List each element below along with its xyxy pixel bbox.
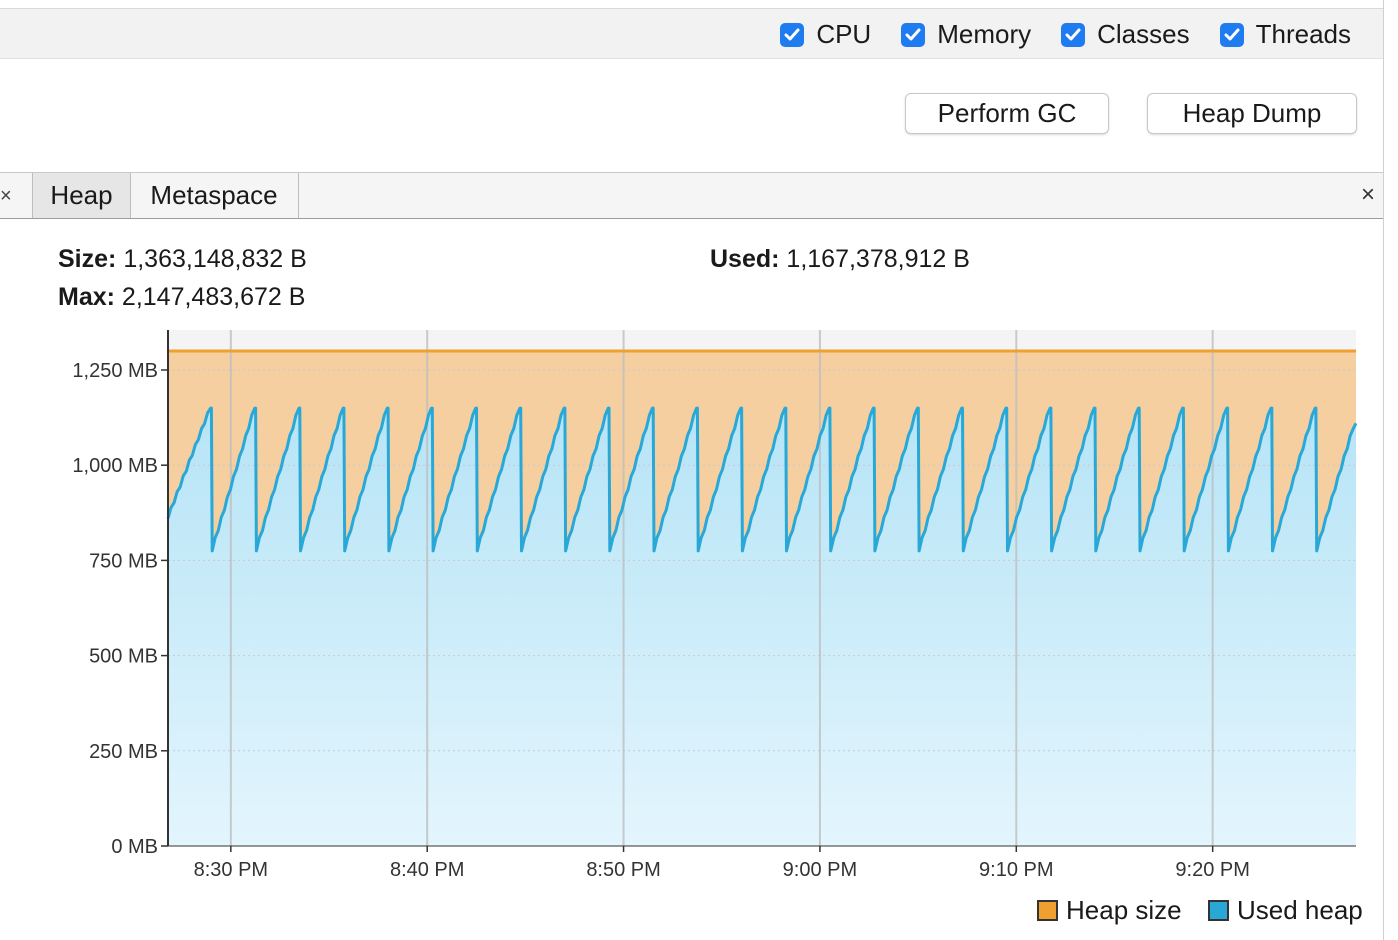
y-tick-label: 0 MB bbox=[111, 836, 158, 858]
legend-heap-size-label: Heap size bbox=[1066, 895, 1182, 925]
heap-max-stat: Max: 2,147,483,672 B bbox=[58, 283, 305, 312]
cpu-checkbox-label: CPU bbox=[816, 19, 872, 49]
max-value: 2,147,483,672 B bbox=[121, 283, 306, 311]
memory-tabs: × Heap Metaspace × bbox=[0, 172, 1383, 219]
perform-gc-button[interactable]: Perform GC bbox=[905, 93, 1109, 134]
tab-metaspace[interactable]: Metaspace bbox=[130, 173, 299, 218]
tab-heap[interactable]: Heap bbox=[32, 173, 131, 218]
max-label: Max: bbox=[58, 283, 115, 311]
heap-used-stat: Used: 1,167,378,912 B bbox=[710, 245, 970, 274]
memory-checkbox-label: Memory bbox=[937, 19, 1032, 49]
heap-dump-button[interactable]: Heap Dump bbox=[1147, 93, 1357, 134]
checkmark-icon bbox=[901, 22, 926, 47]
x-tick-label: 8:40 PM bbox=[390, 859, 464, 881]
x-tick-label: 9:10 PM bbox=[979, 859, 1053, 881]
checkmark-icon bbox=[780, 22, 805, 47]
size-value: 1,363,148,832 B bbox=[123, 245, 307, 273]
used-label: Used: bbox=[710, 245, 780, 273]
panel-border bbox=[1383, 0, 1398, 940]
close-icon[interactable]: × bbox=[0, 185, 12, 207]
close-icon[interactable]: × bbox=[1360, 181, 1375, 208]
memory-checkbox[interactable]: Memory bbox=[901, 19, 1031, 50]
used-heap-swatch bbox=[1208, 900, 1229, 921]
monitor-toolbar: CPU Memory Classes Threads bbox=[0, 8, 1384, 59]
used-heap-line bbox=[166, 406, 1358, 553]
used-value: 1,167,378,912 B bbox=[786, 245, 970, 273]
y-tick-label: 250 MB bbox=[89, 741, 158, 763]
x-tick-label: 9:00 PM bbox=[783, 859, 857, 881]
used-heap-area bbox=[168, 408, 1356, 846]
y-tick-label: 500 MB bbox=[89, 646, 158, 668]
y-tick-label: 1,000 MB bbox=[72, 455, 158, 477]
graph-toggles: CPU Memory Classes Threads bbox=[750, 19, 1351, 50]
heap-size-swatch bbox=[1037, 900, 1058, 921]
size-label: Size: bbox=[58, 245, 117, 273]
checkmark-icon bbox=[1219, 22, 1244, 47]
cpu-checkbox[interactable]: CPU bbox=[780, 19, 871, 50]
legend-heap-size: Heap size bbox=[1037, 895, 1182, 926]
x-tick-label: 8:50 PM bbox=[586, 859, 660, 881]
heap-chart: 0 MB 250 MB 500 MB 750 MB 1,000 MB 1,250 MB 8:… bbox=[72, 330, 1358, 881]
legend-used-heap: Used heap bbox=[1208, 895, 1363, 926]
heap-size-stat: Size: 1,363,148,832 B bbox=[58, 245, 307, 274]
threads-checkbox-label: Threads bbox=[1255, 19, 1351, 49]
x-tick-label: 9:20 PM bbox=[1175, 859, 1249, 881]
x-tick-label: 8:30 PM bbox=[194, 859, 268, 881]
y-tick-label: 1,250 MB bbox=[72, 360, 158, 382]
checkmark-icon bbox=[1061, 22, 1086, 47]
classes-checkbox-label: Classes bbox=[1097, 19, 1190, 49]
threads-checkbox[interactable]: Threads bbox=[1219, 19, 1351, 50]
legend-used-heap-label: Used heap bbox=[1237, 895, 1363, 925]
y-tick-label: 750 MB bbox=[89, 550, 158, 572]
classes-checkbox[interactable]: Classes bbox=[1061, 19, 1190, 50]
